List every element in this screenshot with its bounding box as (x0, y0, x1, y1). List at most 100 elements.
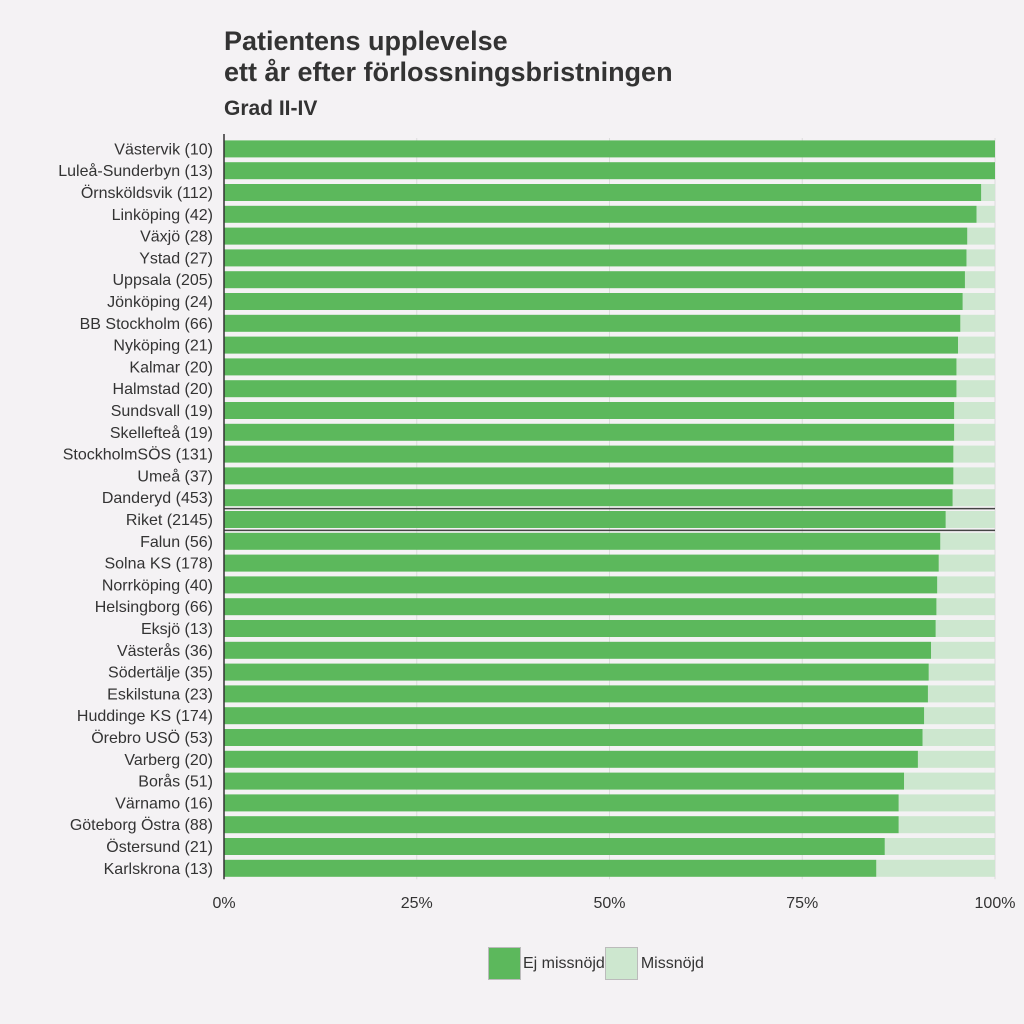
bar-ej-missnojd (224, 489, 953, 507)
category-label: Borås (51) (138, 773, 213, 791)
bar-missnojd (976, 205, 995, 223)
bar-missnojd (935, 620, 995, 637)
bar-ej-missnojd (224, 293, 963, 310)
chart-title-line-2: ett år efter förlossningsbristningen (224, 57, 673, 87)
bar-missnojd (964, 271, 995, 289)
legend-swatch-ej-missnojd (488, 947, 521, 980)
bar-ej-missnojd (224, 685, 928, 703)
bar-missnojd (924, 707, 995, 725)
category-label: Skellefteå (19) (110, 424, 213, 442)
category-label: Östersund (21) (106, 838, 213, 856)
legend-label-ej-missnojd: Ej missnöjd (523, 954, 605, 972)
category-label: Uppsala (205) (113, 272, 214, 289)
bar-missnojd (981, 184, 995, 201)
category-label: Värnamo (16) (115, 795, 213, 812)
bar-ej-missnojd (224, 314, 961, 332)
bar-ej-missnojd (224, 358, 957, 376)
bar-ej-missnojd (224, 620, 936, 637)
bar-missnojd (967, 227, 995, 245)
bar-ej-missnojd (224, 750, 918, 768)
category-label: Danderyd (453) (102, 490, 213, 507)
x-tick-label: 75% (786, 895, 818, 912)
legend-label-missnojd: Missnöjd (640, 954, 704, 972)
x-tick-label: 50% (593, 895, 625, 912)
category-label: Västerås (36) (117, 642, 213, 660)
category-label: Eskilstuna (23) (107, 686, 213, 703)
bar-missnojd (945, 511, 995, 528)
x-tick-label: 25% (401, 895, 433, 912)
bar-ej-missnojd (224, 729, 923, 746)
bar-missnojd (898, 794, 995, 812)
category-label: Umeå (37) (137, 467, 213, 485)
x-tick-label: 0% (212, 895, 235, 912)
bar-ej-missnojd (224, 598, 937, 616)
category-label: Södertälje (35) (108, 665, 213, 682)
bar-missnojd (954, 402, 995, 419)
category-label: BB Stockholm (66) (80, 316, 213, 333)
bar-missnojd (960, 314, 995, 332)
bar-missnojd (898, 816, 995, 834)
bar-ej-missnojd (224, 816, 899, 834)
bar-ej-missnojd (224, 184, 982, 201)
category-label: Kalmar (20) (129, 359, 213, 376)
bar-missnojd (956, 380, 995, 398)
category-label: Norrköping (40) (102, 577, 213, 594)
bar-ej-missnojd (224, 336, 958, 354)
bar-ej-missnojd (224, 838, 885, 855)
category-label: Karlskrona (13) (104, 861, 213, 878)
bar-missnojd (966, 249, 995, 267)
category-label: Örnsköldsvik (112) (81, 184, 213, 202)
bar-ej-missnojd (224, 511, 946, 528)
category-label: Falun (56) (140, 534, 213, 551)
bar-ej-missnojd (224, 205, 977, 223)
bar-ej-missnojd (224, 532, 941, 550)
bar-missnojd (956, 358, 995, 376)
category-label: Västervik (10) (114, 141, 213, 158)
bar-ej-missnojd (224, 859, 877, 877)
bar-missnojd (953, 467, 995, 485)
category-label: Växjö (28) (140, 229, 213, 246)
chart-title: Patientens upplevelse ett år efter förlo… (224, 26, 673, 88)
bar-ej-missnojd (224, 402, 955, 419)
category-label: Varberg (20) (124, 752, 213, 769)
bar-missnojd (962, 293, 995, 310)
bar-ej-missnojd (224, 663, 929, 681)
bar-missnojd (953, 445, 995, 463)
legend-swatch-missnojd (604, 947, 638, 980)
bar-ej-missnojd (224, 227, 968, 245)
bar-missnojd (957, 336, 995, 354)
bar-missnojd (904, 772, 995, 790)
chart-title-line-1: Patientens upplevelse (224, 26, 508, 56)
bar-missnojd (884, 838, 995, 855)
bar-ej-missnojd (224, 445, 954, 463)
bar-ej-missnojd (224, 576, 938, 594)
bar-ej-missnojd (224, 423, 955, 441)
bar-ej-missnojd (224, 162, 995, 180)
category-label: Nyköping (21) (113, 338, 213, 355)
bar-missnojd (940, 532, 995, 550)
bar-ej-missnojd (224, 554, 939, 572)
category-label: Luleå-Sunderbyn (13) (58, 162, 213, 180)
category-label: Eksjö (13) (141, 621, 213, 638)
bar-ej-missnojd (224, 772, 905, 790)
bar-missnojd (931, 641, 995, 659)
bar-missnojd (937, 576, 995, 594)
bar-missnojd (927, 685, 995, 703)
chart-plot: Västervik (10) Luleå-Sunderbyn (13) Örnskö… (58, 134, 1015, 912)
category-label: Ystad (27) (139, 250, 213, 267)
bar-ej-missnojd (224, 641, 932, 659)
category-label: Göteborg Östra (88) (70, 816, 213, 834)
bar-missnojd (922, 729, 995, 746)
bar-missnojd (952, 489, 995, 507)
category-label: Solna KS (178) (104, 556, 213, 573)
category-label: Riket (2145) (126, 512, 213, 529)
legend-item-missnojd: Missnöjd (604, 947, 704, 980)
bar-missnojd (938, 554, 995, 572)
chart-legend: Ej missnöjd Missnöjd (488, 947, 704, 980)
bar-ej-missnojd (224, 140, 995, 158)
chart-subtitle: Grad II-IV (224, 97, 318, 120)
bar-missnojd (917, 750, 995, 768)
bar-ej-missnojd (224, 249, 967, 267)
bar-ej-missnojd (224, 380, 957, 398)
bar-missnojd (876, 859, 995, 877)
